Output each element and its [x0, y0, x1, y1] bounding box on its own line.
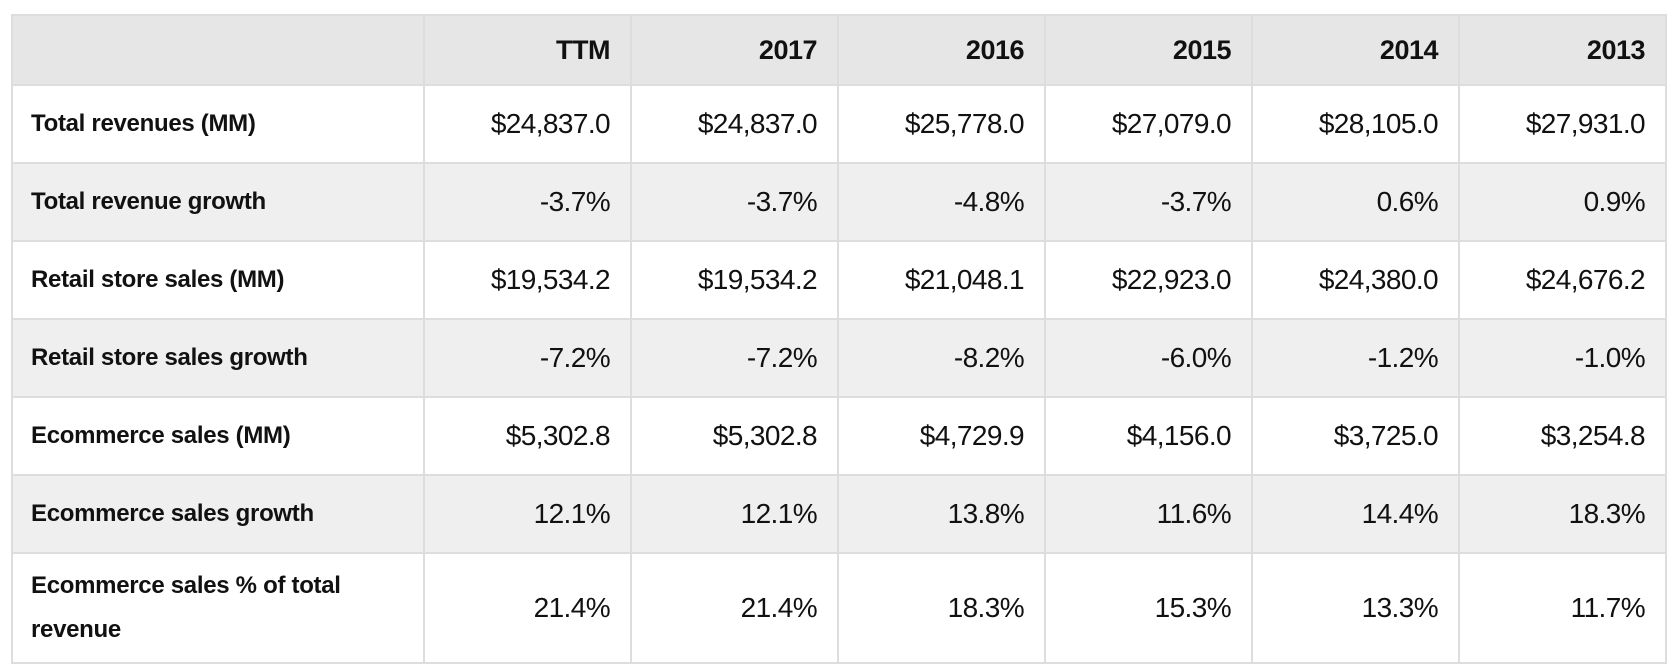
table-cell: 13.8% — [837, 474, 1046, 554]
column-header-2017: 2017 — [630, 14, 839, 86]
table-cell: 14.4% — [1251, 474, 1460, 554]
table-row: Ecommerce sales growth 12.1% 12.1% 13.8%… — [11, 474, 1667, 554]
table-row: Total revenue growth -3.7% -3.7% -4.8% -… — [11, 162, 1667, 242]
table-cell: $24,380.0 — [1251, 240, 1460, 320]
table-cell: 12.1% — [630, 474, 839, 554]
table-cell: $27,079.0 — [1044, 84, 1253, 164]
table-cell: -3.7% — [1044, 162, 1253, 242]
table-cell: 11.6% — [1044, 474, 1253, 554]
table-cell: $3,725.0 — [1251, 396, 1460, 476]
column-header-2014: 2014 — [1251, 14, 1460, 86]
table-cell: 12.1% — [423, 474, 632, 554]
table-cell: $3,254.8 — [1458, 396, 1667, 476]
column-header-label — [11, 14, 425, 86]
table-cell: 21.4% — [630, 552, 839, 664]
table-row: Total revenues (MM) $24,837.0 $24,837.0 … — [11, 84, 1667, 164]
table-cell: 13.3% — [1251, 552, 1460, 664]
table-cell: -4.8% — [837, 162, 1046, 242]
table-cell: $22,923.0 — [1044, 240, 1253, 320]
row-label: Retail store sales growth — [11, 318, 425, 398]
table-cell: $25,778.0 — [837, 84, 1046, 164]
table-cell: -7.2% — [423, 318, 632, 398]
table-cell: 0.9% — [1458, 162, 1667, 242]
column-header-2016: 2016 — [837, 14, 1046, 86]
table-cell: -6.0% — [1044, 318, 1253, 398]
column-header-2013: 2013 — [1458, 14, 1667, 86]
table-cell: $19,534.2 — [630, 240, 839, 320]
table-cell: $4,156.0 — [1044, 396, 1253, 476]
column-header-2015: 2015 — [1044, 14, 1253, 86]
table-cell: $5,302.8 — [630, 396, 839, 476]
table-row: Retail store sales (MM) $19,534.2 $19,53… — [11, 240, 1667, 320]
table-row: Retail store sales growth -7.2% -7.2% -8… — [11, 318, 1667, 398]
row-label: Ecommerce sales % of total revenue — [11, 552, 425, 664]
financial-table-container: TTM 2017 2016 2015 2014 2013 Total reven… — [11, 14, 1667, 664]
row-label: Total revenue growth — [11, 162, 425, 242]
row-label: Retail store sales (MM) — [11, 240, 425, 320]
table-cell: 18.3% — [1458, 474, 1667, 554]
table-cell: $4,729.9 — [837, 396, 1046, 476]
table-cell: -1.2% — [1251, 318, 1460, 398]
table-cell: $27,931.0 — [1458, 84, 1667, 164]
table-cell: $5,302.8 — [423, 396, 632, 476]
table-cell: $19,534.2 — [423, 240, 632, 320]
table-cell: $21,048.1 — [837, 240, 1046, 320]
table-cell: 18.3% — [837, 552, 1046, 664]
table-cell: 15.3% — [1044, 552, 1253, 664]
table-cell: $24,676.2 — [1458, 240, 1667, 320]
table-cell: -8.2% — [837, 318, 1046, 398]
row-label: Ecommerce sales (MM) — [11, 396, 425, 476]
column-header-ttm: TTM — [423, 14, 632, 86]
table-row: Ecommerce sales (MM) $5,302.8 $5,302.8 $… — [11, 396, 1667, 476]
table-cell: -1.0% — [1458, 318, 1667, 398]
table-cell: $28,105.0 — [1251, 84, 1460, 164]
table-cell: 0.6% — [1251, 162, 1460, 242]
table-cell: 21.4% — [423, 552, 632, 664]
table-row: Ecommerce sales % of total revenue 21.4%… — [11, 552, 1667, 664]
table-header-row: TTM 2017 2016 2015 2014 2013 — [11, 14, 1667, 86]
row-label: Ecommerce sales growth — [11, 474, 425, 554]
table-cell: 11.7% — [1458, 552, 1667, 664]
table-cell: $24,837.0 — [423, 84, 632, 164]
table-cell: -7.2% — [630, 318, 839, 398]
table-cell: -3.7% — [423, 162, 632, 242]
table-cell: $24,837.0 — [630, 84, 839, 164]
table-cell: -3.7% — [630, 162, 839, 242]
financial-table: TTM 2017 2016 2015 2014 2013 Total reven… — [11, 14, 1667, 664]
row-label: Total revenues (MM) — [11, 84, 425, 164]
